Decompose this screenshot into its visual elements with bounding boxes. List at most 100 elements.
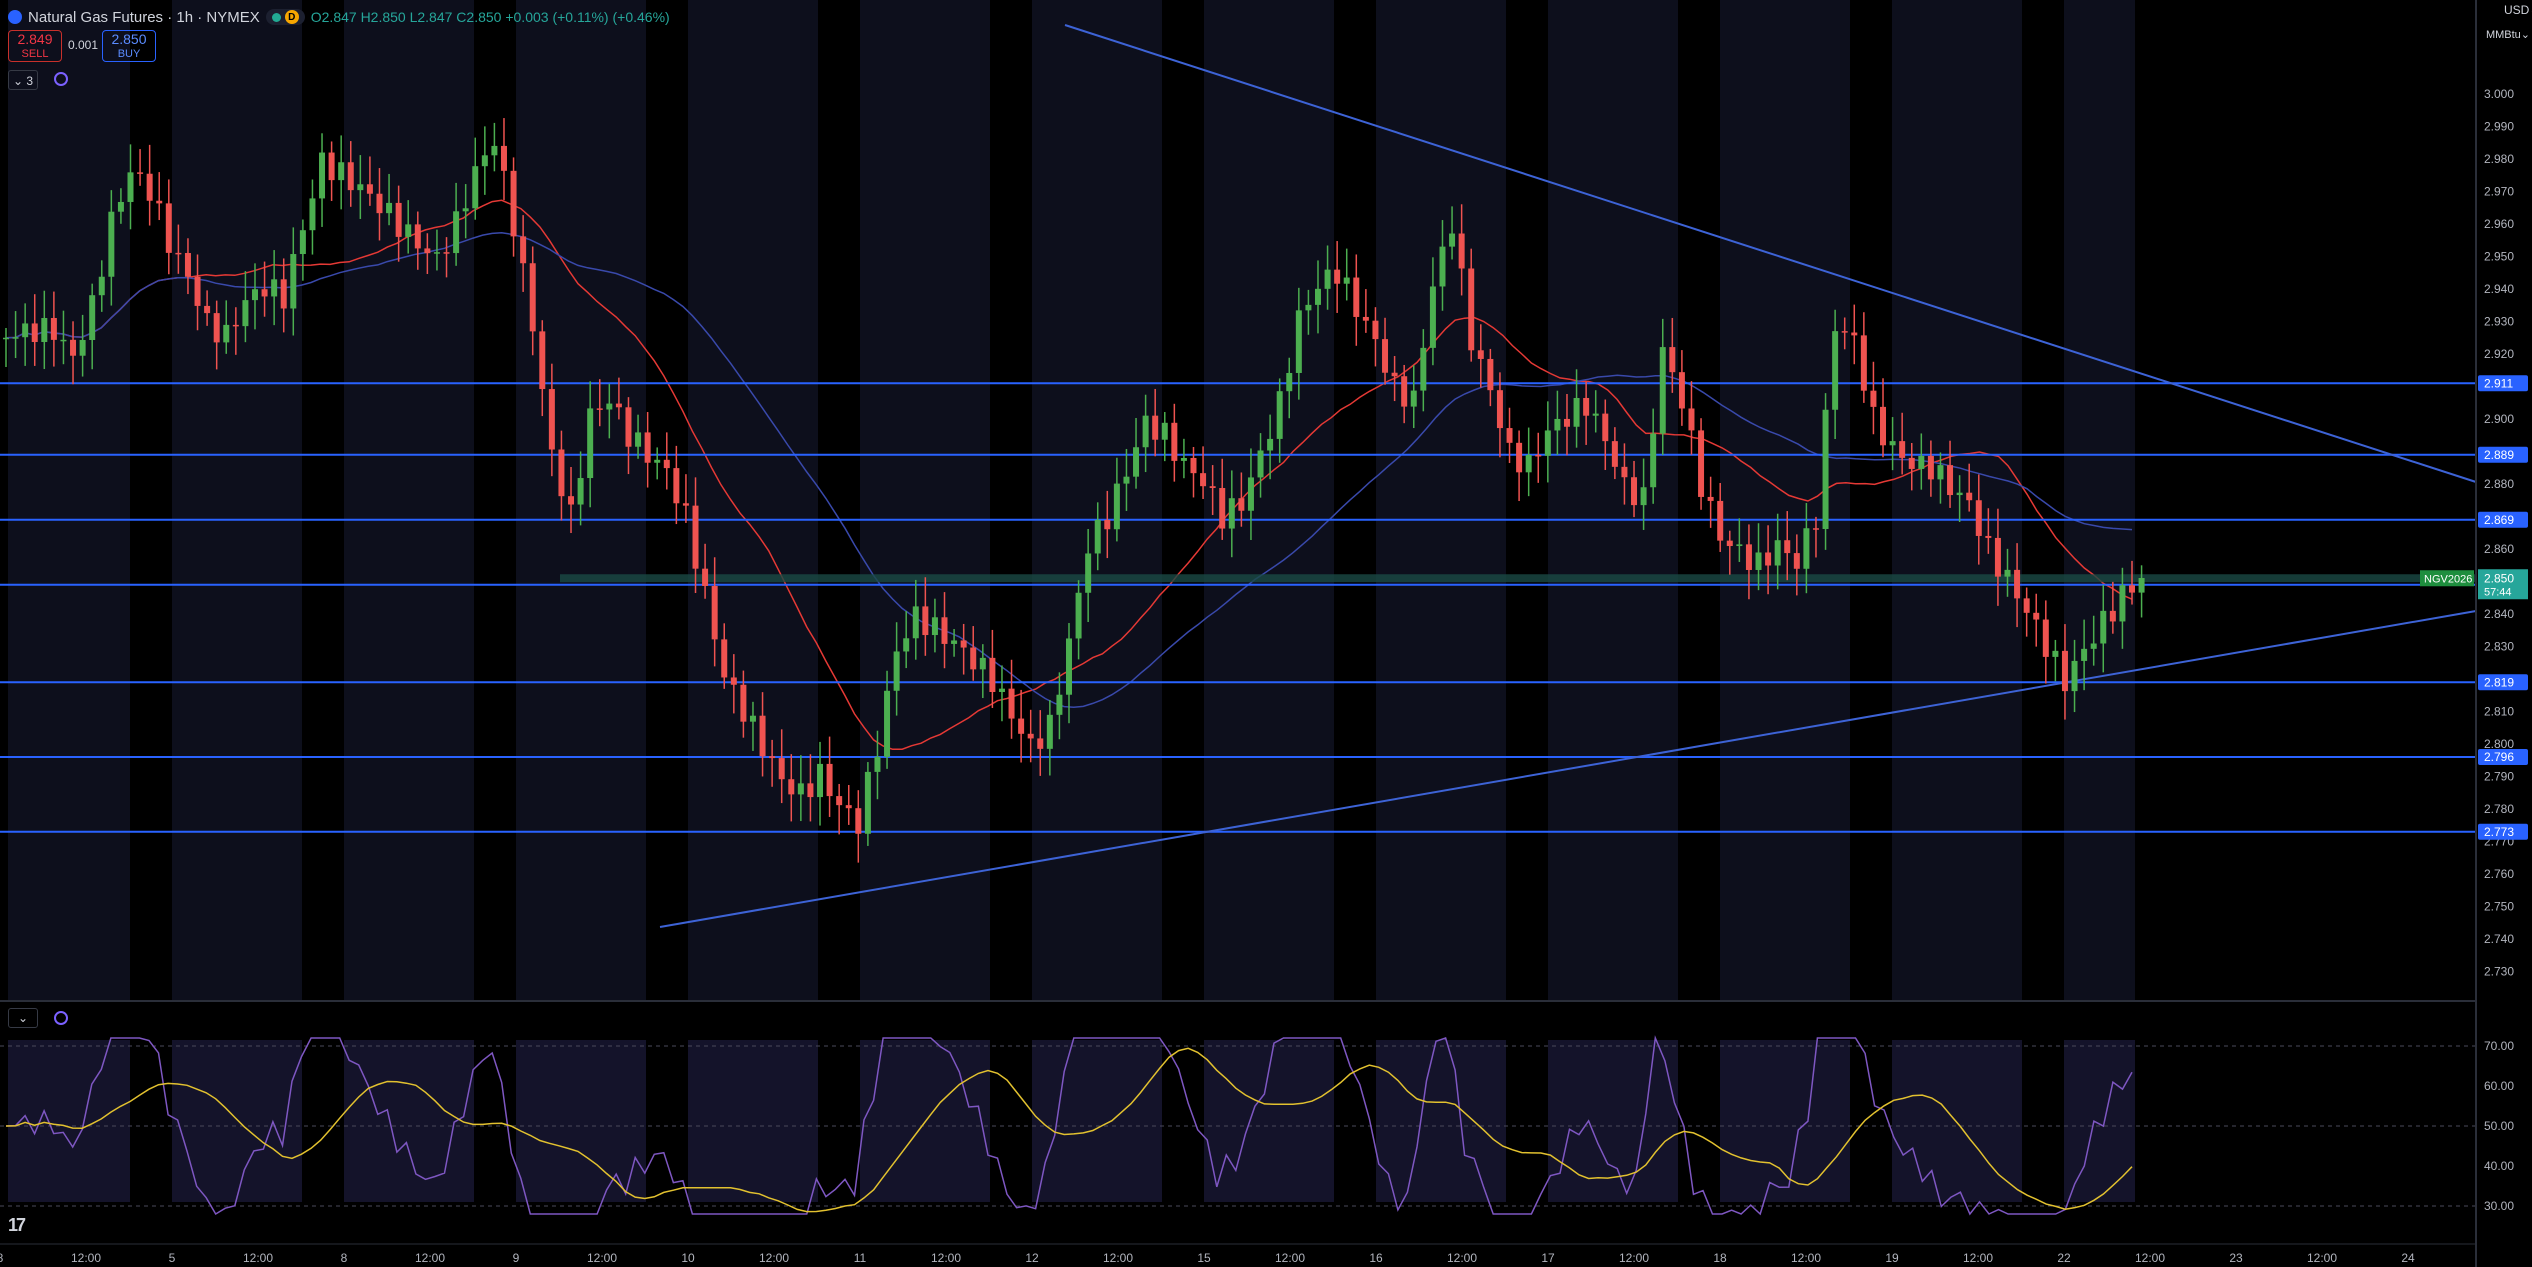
candle-body bbox=[1324, 269, 1331, 289]
rsi-tick-label: 60.00 bbox=[2484, 1079, 2514, 1093]
symbol-title[interactable]: Natural Gas Futures · 1h · NYMEX bbox=[28, 8, 260, 26]
candle-body bbox=[1496, 390, 1503, 429]
time-tick-label: 22 bbox=[2057, 1251, 2071, 1265]
rsi-session-band bbox=[1892, 1040, 2022, 1202]
price-tick-label: 2.780 bbox=[2484, 802, 2514, 816]
candle-body bbox=[1382, 339, 1389, 373]
price-axis-bg bbox=[2476, 0, 2532, 1267]
rsi-session-band bbox=[1548, 1040, 1678, 1202]
candle-body bbox=[2081, 648, 2088, 661]
time-tick-label: 12:00 bbox=[1275, 1251, 1305, 1265]
candle-body bbox=[596, 408, 603, 410]
candle-body bbox=[299, 230, 306, 255]
time-tick-label: 12:00 bbox=[1963, 1251, 1993, 1265]
tradingview-logo-icon[interactable]: 17 bbox=[8, 1215, 26, 1235]
candle-body bbox=[481, 155, 488, 167]
candle-body bbox=[1573, 397, 1580, 427]
price-tick-label: 2.800 bbox=[2484, 737, 2514, 751]
candle-body bbox=[2061, 650, 2068, 692]
market-status-badge[interactable]: D bbox=[265, 9, 305, 25]
indicator-count: 3 bbox=[26, 74, 34, 88]
last-price-tag bbox=[2478, 569, 2528, 600]
indicators-collapse-button[interactable]: ⌄ 3 bbox=[8, 70, 38, 90]
candle-body bbox=[1152, 415, 1159, 440]
spread-value: 0.001 bbox=[68, 38, 99, 52]
candle-body bbox=[568, 496, 575, 505]
candle-body bbox=[711, 585, 718, 640]
symbol-header: Natural Gas Futures · 1h · NYMEX D O2.84… bbox=[8, 4, 670, 30]
session-band bbox=[172, 0, 302, 1000]
time-tick-label: 8 bbox=[0, 1251, 4, 1265]
time-tick-label: 12:00 bbox=[931, 1251, 961, 1265]
candle-body bbox=[1745, 544, 1752, 570]
candle-body bbox=[1698, 430, 1705, 497]
currency-select[interactable]: USD⌄ bbox=[2504, 2, 2532, 18]
buy-button[interactable]: 2.850 BUY bbox=[102, 30, 156, 62]
time-tick-label: 12 bbox=[1025, 1251, 1039, 1265]
candle-body bbox=[797, 783, 804, 795]
candle-body bbox=[635, 432, 642, 447]
candle-body bbox=[472, 166, 479, 209]
candle-body bbox=[702, 568, 709, 586]
rsi-collapse-button[interactable]: ⌄ bbox=[8, 1008, 38, 1028]
candle-body bbox=[673, 468, 680, 504]
candle-body bbox=[1812, 528, 1819, 530]
session-band bbox=[1376, 0, 1506, 1000]
rsi-settings-icon[interactable] bbox=[54, 1011, 68, 1025]
candle-body bbox=[1726, 540, 1733, 547]
candle-body bbox=[395, 202, 402, 237]
rsi-session-band bbox=[1032, 1040, 1162, 1202]
candle-body bbox=[165, 203, 172, 253]
candle-body bbox=[22, 323, 29, 338]
candle-body bbox=[922, 606, 929, 636]
unit-select[interactable]: MMBtu⌄ bbox=[2485, 29, 2530, 41]
price-tick-label: 2.980 bbox=[2484, 152, 2514, 166]
candle-body bbox=[807, 783, 814, 798]
candle-body bbox=[261, 289, 268, 297]
indicator-settings-icon[interactable] bbox=[54, 72, 68, 86]
rsi-tick-label: 30.00 bbox=[2484, 1199, 2514, 1213]
price-axis[interactable]: 3.000 2.990 2.980 2.970 2.960 2.950 2.940 2.930… bbox=[2420, 0, 2532, 1267]
candle-body bbox=[1583, 397, 1590, 416]
rsi-tick-label: 70.00 bbox=[2484, 1039, 2514, 1053]
candle-body bbox=[1228, 498, 1235, 529]
candle-body bbox=[1506, 428, 1513, 443]
price-tick-label: 2.740 bbox=[2484, 932, 2514, 946]
interval-badge: D bbox=[284, 10, 299, 24]
horizontal-levels[interactable] bbox=[0, 382, 2476, 833]
candle-body bbox=[1975, 500, 1982, 536]
candle-body bbox=[60, 339, 67, 342]
time-tick-label: 19 bbox=[1885, 1251, 1899, 1265]
candle-body bbox=[1544, 430, 1551, 456]
sell-button[interactable]: 2.849 SELL bbox=[8, 30, 62, 62]
rsi-tick-label: 40.00 bbox=[2484, 1159, 2514, 1173]
candle-body bbox=[2119, 585, 2126, 622]
candle-body bbox=[2042, 619, 2049, 657]
session-band bbox=[1204, 0, 1334, 1000]
trend-lines[interactable] bbox=[659, 24, 2477, 928]
price-tick-label: 2.830 bbox=[2484, 640, 2514, 654]
time-tick-label: 18 bbox=[1713, 1251, 1727, 1265]
candle-body bbox=[663, 459, 670, 469]
level-price-label: 2.796 bbox=[2484, 750, 2514, 764]
candle-body bbox=[1401, 376, 1408, 407]
candle-body bbox=[1161, 422, 1168, 440]
candle-body bbox=[1334, 269, 1341, 284]
time-axis[interactable]: 8 12:00 5 12:00 8 12:00 9 12:00 10 12:00 11 12:00 12… bbox=[0, 1243, 2476, 1265]
candle-body bbox=[443, 252, 450, 254]
level-price-tag bbox=[2478, 823, 2528, 840]
buy-label: BUY bbox=[117, 48, 141, 60]
candle-body bbox=[1449, 233, 1456, 247]
candle-body bbox=[290, 254, 297, 309]
session-shading bbox=[8, 0, 2135, 1202]
candle-body bbox=[1889, 441, 1896, 446]
candle-body bbox=[328, 152, 335, 181]
candle-body bbox=[998, 688, 1005, 692]
candle-body bbox=[1410, 390, 1417, 407]
candle-body bbox=[788, 779, 795, 795]
candle-body bbox=[12, 337, 19, 339]
symbol-tag-bg bbox=[2420, 570, 2474, 587]
rsi-pane bbox=[0, 1000, 2476, 1216]
rsi-session-band bbox=[516, 1040, 646, 1202]
